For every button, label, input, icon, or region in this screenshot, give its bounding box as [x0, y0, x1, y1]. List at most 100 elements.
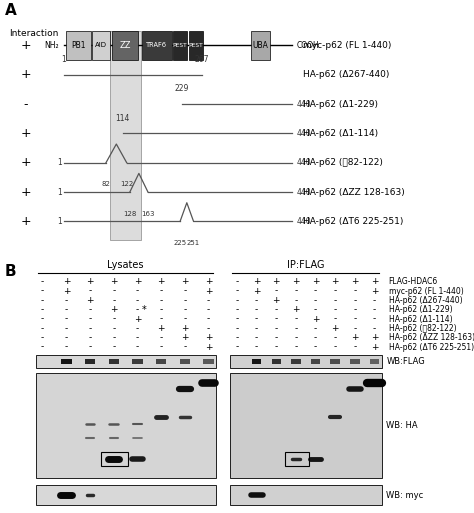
- Text: -: -: [334, 314, 337, 324]
- Text: -: -: [89, 314, 91, 324]
- Text: -: -: [236, 333, 238, 342]
- Text: -: -: [41, 277, 44, 286]
- Text: -: -: [89, 324, 91, 333]
- Text: -: -: [274, 333, 278, 342]
- Text: +: +: [205, 343, 212, 351]
- Bar: [142, 31, 172, 60]
- Text: -: -: [294, 287, 298, 295]
- Text: -: -: [207, 305, 210, 314]
- Text: +: +: [21, 39, 31, 52]
- Text: -: -: [136, 324, 139, 333]
- Bar: [101, 452, 128, 466]
- Bar: [189, 31, 203, 60]
- Text: FLAG-HDAC6: FLAG-HDAC6: [389, 277, 438, 286]
- Text: -: -: [255, 305, 258, 314]
- Text: -: -: [314, 333, 317, 342]
- Text: 82: 82: [101, 182, 110, 187]
- Bar: [61, 359, 72, 364]
- Text: +: +: [292, 305, 300, 314]
- Bar: [272, 359, 281, 364]
- Text: -: -: [334, 287, 337, 295]
- Text: -: -: [160, 314, 163, 324]
- Text: PEST: PEST: [173, 43, 187, 48]
- Bar: [251, 31, 270, 60]
- Text: +: +: [110, 305, 118, 314]
- Text: +: +: [86, 296, 94, 305]
- Bar: [230, 485, 382, 505]
- Text: -: -: [65, 343, 68, 351]
- Text: NH₂: NH₂: [45, 41, 59, 50]
- Text: Lysates: Lysates: [107, 261, 144, 270]
- Text: +: +: [110, 277, 118, 286]
- Text: IP:FLAG: IP:FLAG: [287, 261, 325, 270]
- Text: -: -: [294, 296, 298, 305]
- Text: -: -: [314, 343, 317, 351]
- Text: -: -: [255, 343, 258, 351]
- Bar: [36, 373, 216, 478]
- Text: -: -: [294, 314, 298, 324]
- Text: -: -: [160, 296, 163, 305]
- Text: -: -: [255, 314, 258, 324]
- Text: HA-p62 (Δ1-114): HA-p62 (Δ1-114): [303, 129, 378, 138]
- Text: -: -: [314, 305, 317, 314]
- Text: HA-p62 (ΔZZ 128-163): HA-p62 (ΔZZ 128-163): [389, 333, 474, 342]
- Text: HA-p62 (Δ1-114): HA-p62 (Δ1-114): [389, 314, 452, 324]
- Text: -: -: [236, 324, 238, 333]
- Text: +: +: [63, 277, 70, 286]
- Text: -: -: [65, 305, 68, 314]
- Text: +: +: [134, 314, 141, 324]
- Bar: [36, 354, 216, 368]
- Text: -: -: [373, 296, 376, 305]
- Text: -: -: [112, 333, 115, 342]
- Text: myc-p62 (FL 1-440): myc-p62 (FL 1-440): [389, 287, 464, 295]
- Text: 128: 128: [123, 211, 137, 216]
- Bar: [180, 359, 190, 364]
- Text: +: +: [371, 333, 378, 342]
- Text: HA-p62 (Δ1-229): HA-p62 (Δ1-229): [389, 305, 452, 314]
- Text: -: -: [353, 287, 356, 295]
- Text: -: -: [112, 343, 115, 351]
- Text: A: A: [5, 3, 17, 17]
- Text: -: -: [353, 343, 356, 351]
- Text: -: -: [41, 314, 44, 324]
- Text: -: -: [294, 324, 298, 333]
- Text: PB1: PB1: [72, 41, 86, 50]
- Text: +: +: [205, 333, 212, 342]
- Text: -: -: [236, 314, 238, 324]
- Text: -: -: [373, 305, 376, 314]
- Text: WB: HA: WB: HA: [386, 421, 418, 430]
- Text: -: -: [160, 333, 163, 342]
- Text: -: -: [207, 296, 210, 305]
- Text: -: -: [136, 343, 139, 351]
- Text: +: +: [312, 277, 319, 286]
- Text: +: +: [351, 277, 358, 286]
- Text: 440: 440: [296, 100, 311, 109]
- Text: +: +: [21, 215, 31, 228]
- Text: -: -: [136, 287, 139, 295]
- Text: -: -: [160, 343, 163, 351]
- Text: -: -: [112, 287, 115, 295]
- Text: -: -: [112, 296, 115, 305]
- Bar: [109, 359, 119, 364]
- Text: 163: 163: [141, 211, 155, 216]
- Text: -: -: [41, 287, 44, 295]
- Text: -: -: [334, 296, 337, 305]
- Text: COOH: COOH: [296, 41, 319, 50]
- Text: +: +: [181, 277, 189, 286]
- Text: -: -: [274, 287, 278, 295]
- Text: 440: 440: [296, 129, 311, 138]
- Text: -: -: [294, 333, 298, 342]
- Text: B: B: [5, 264, 17, 279]
- Bar: [203, 359, 214, 364]
- Text: WB: myc: WB: myc: [386, 491, 424, 500]
- Text: +: +: [21, 68, 31, 81]
- Text: -: -: [41, 305, 44, 314]
- Text: HA-p62 (Δ267-440): HA-p62 (Δ267-440): [389, 296, 462, 305]
- Text: -: -: [183, 296, 186, 305]
- Text: -: -: [112, 314, 115, 324]
- Bar: [230, 354, 382, 368]
- Text: HA-p62 (Δ1-229): HA-p62 (Δ1-229): [303, 100, 378, 109]
- Text: -: -: [353, 324, 356, 333]
- Text: -: -: [353, 296, 356, 305]
- Text: -: -: [65, 296, 68, 305]
